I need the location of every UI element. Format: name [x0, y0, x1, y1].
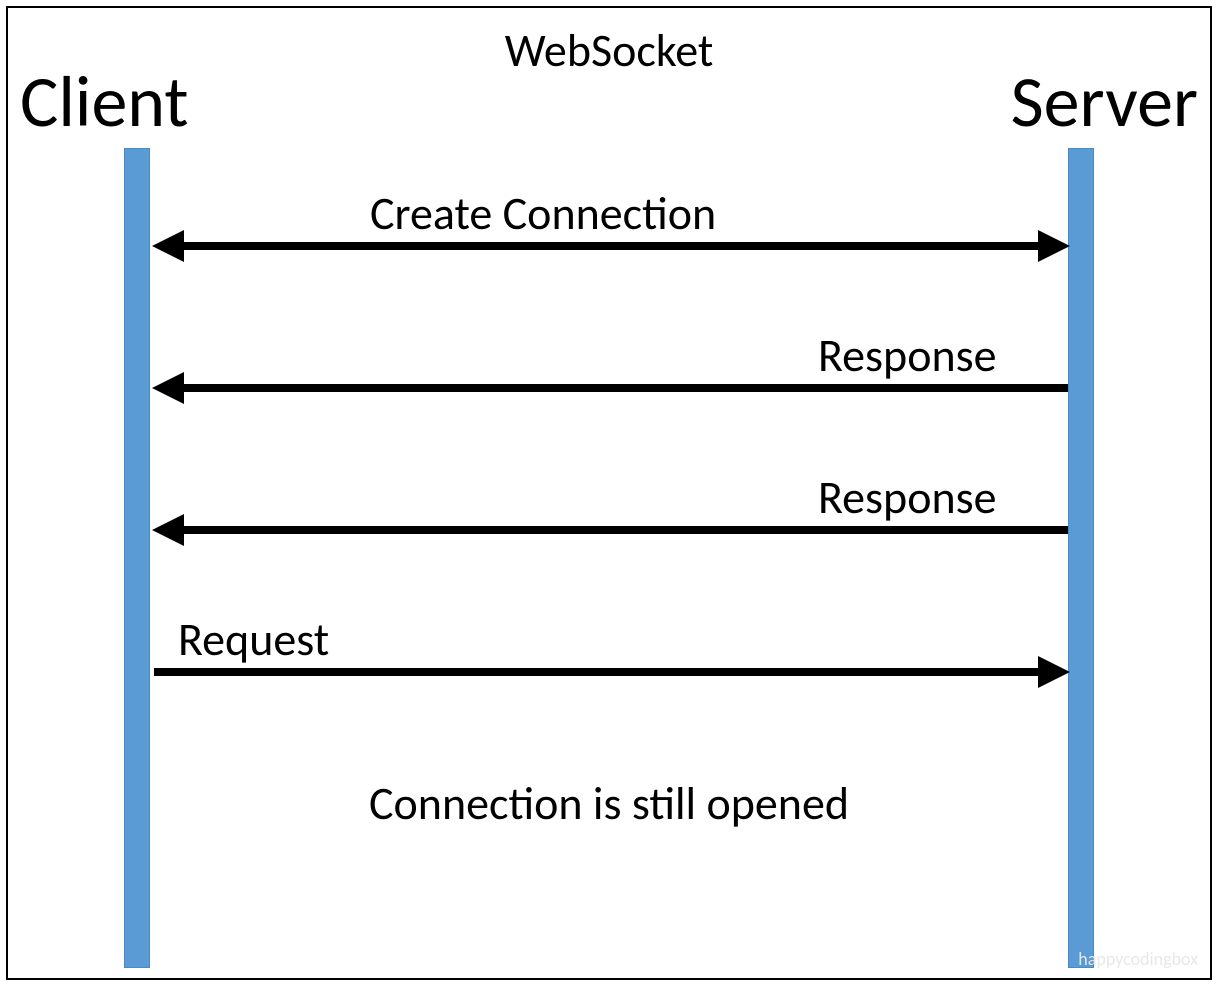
message-label-3: Request [178, 612, 329, 668]
diagram-frame: WebSocket Client Server Create Connectio… [6, 6, 1212, 980]
diagram-arrows [8, 8, 1214, 982]
watermark: happycodingbox [1078, 948, 1198, 970]
message-label-1: Response [818, 328, 997, 384]
footer-note: Connection is still opened [369, 776, 849, 832]
message-label-0: Create Connection [370, 186, 716, 242]
message-label-2: Response [818, 470, 997, 526]
